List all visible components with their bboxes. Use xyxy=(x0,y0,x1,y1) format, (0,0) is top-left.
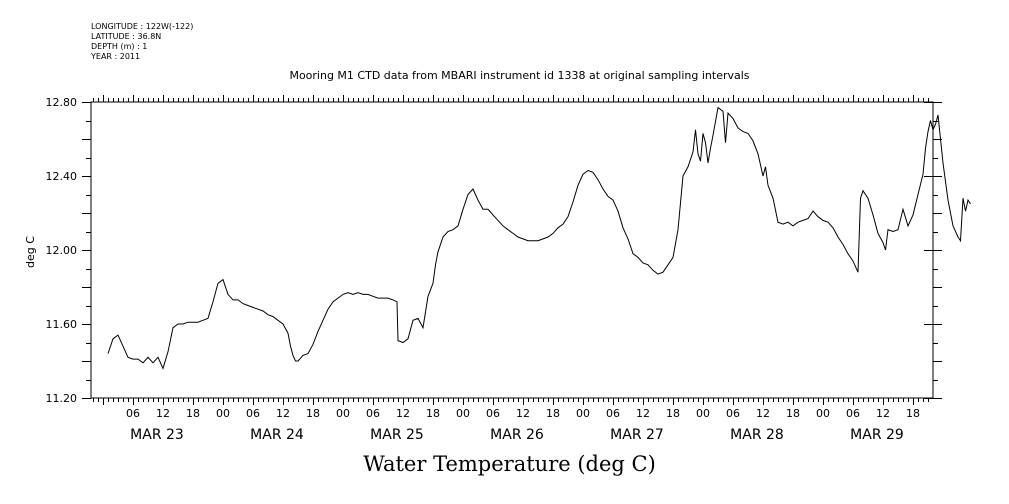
x-hour-label: 18 xyxy=(426,407,440,420)
x-hour-label: 06 xyxy=(846,407,860,420)
longitude-label: LONGITUDE : 122W(-122) xyxy=(91,22,194,31)
x-hour-label: 12 xyxy=(276,407,290,420)
year-label: YEAR : 2011 xyxy=(91,52,141,61)
x-hour-label: 12 xyxy=(876,407,890,420)
temperature-series-line xyxy=(107,106,971,370)
y-tick-label: 12.40 xyxy=(46,170,78,183)
x-hour-label: 18 xyxy=(786,407,800,420)
x-hour-label: 00 xyxy=(336,407,350,420)
depth-label: DEPTH (m) : 1 xyxy=(91,42,148,51)
x-hour-label: 12 xyxy=(516,407,530,420)
x-day-label: MAR 25 xyxy=(370,427,424,443)
y-tick-label: 12.00 xyxy=(46,244,78,257)
header-info: LONGITUDE : 122W(-122) LATITUDE : 36.8N … xyxy=(91,22,193,62)
x-hour-label: 12 xyxy=(636,407,650,420)
tick-marks xyxy=(82,95,942,405)
x-hour-label: 12 xyxy=(756,407,770,420)
x-hour-label: 06 xyxy=(606,407,620,420)
x-axis-title: Water Temperature (deg C) xyxy=(363,452,656,476)
x-hour-label: 18 xyxy=(186,407,200,420)
x-hour-label: 00 xyxy=(456,407,470,420)
x-hour-label: 12 xyxy=(156,407,170,420)
x-hour-label: 06 xyxy=(246,407,260,420)
x-day-label: MAR 23 xyxy=(130,427,184,443)
chart-title: Mooring M1 CTD data from MBARI instrumen… xyxy=(289,69,750,82)
tick-labels: 11.20 11.60 12.00 12.40 12.80 06 12 18 00 06 12 18 0… xyxy=(46,96,921,443)
x-hour-label: 00 xyxy=(216,407,230,420)
x-hour-label: 06 xyxy=(366,407,380,420)
y-axis-label: deg C xyxy=(24,236,37,268)
x-hour-label: 06 xyxy=(126,407,140,420)
x-day-label: MAR 29 xyxy=(850,427,904,443)
plot-frame xyxy=(90,101,934,399)
x-hour-label: 18 xyxy=(306,407,320,420)
y-tick-label: 11.20 xyxy=(46,392,78,405)
x-day-label: MAR 28 xyxy=(730,427,784,443)
y-tick-label: 11.60 xyxy=(46,318,78,331)
x-hour-label: 00 xyxy=(696,407,710,420)
x-day-label: MAR 26 xyxy=(490,427,544,443)
x-hour-label: 18 xyxy=(546,407,560,420)
x-hour-label: 00 xyxy=(576,407,590,420)
x-hour-label: 12 xyxy=(396,407,410,420)
x-hour-label: 06 xyxy=(726,407,740,420)
x-day-label: MAR 27 xyxy=(610,427,664,443)
x-day-label: MAR 24 xyxy=(250,427,304,443)
x-hour-label: 06 xyxy=(486,407,500,420)
x-hour-label: 00 xyxy=(816,407,830,420)
y-tick-label: 12.80 xyxy=(46,96,78,109)
x-hour-label: 18 xyxy=(666,407,680,420)
x-hour-label: 18 xyxy=(906,407,920,420)
latitude-label: LATITUDE : 36.8N xyxy=(91,32,162,41)
